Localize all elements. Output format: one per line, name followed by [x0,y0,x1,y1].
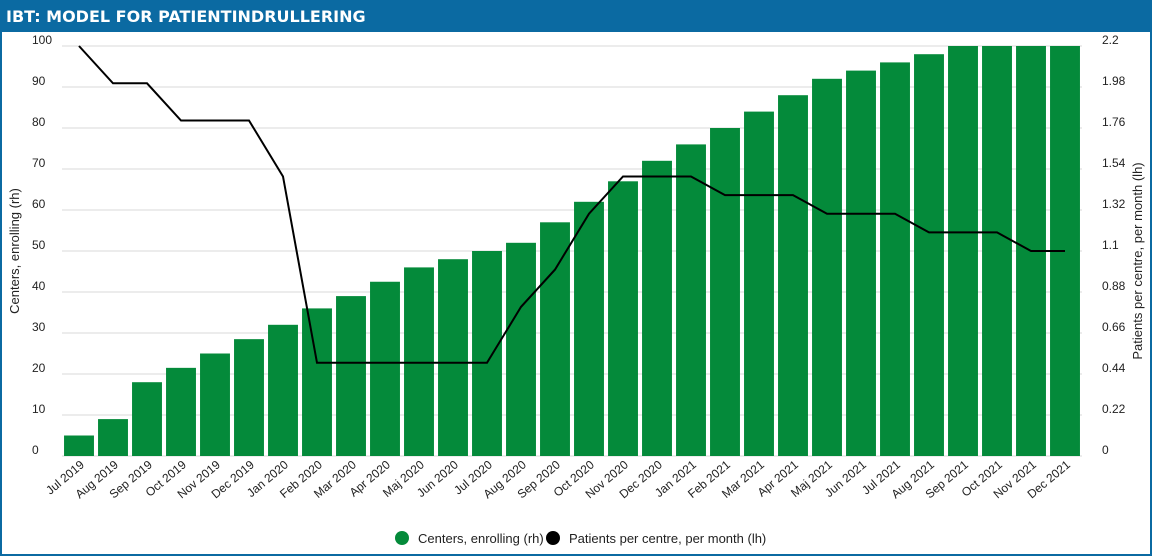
bar [846,70,876,456]
y-tick-right: 2.2 [1102,33,1119,47]
bar [336,296,366,456]
bar [608,181,638,457]
y-tick-left: 30 [32,320,46,334]
series-line [78,45,1065,364]
bar [200,353,230,456]
y-tick-left: 60 [32,197,46,211]
y-tick-right: 1.54 [1102,156,1126,170]
y-tick-right: 1.32 [1102,197,1126,211]
bar [472,251,502,456]
bar [982,46,1012,456]
y-tick-left: 20 [32,361,46,375]
y-tick-right: 0.22 [1102,402,1126,416]
legend-label-line: Patients per centre, per month (lh) [569,531,766,546]
bar [234,339,264,456]
y-tick-right: 0.66 [1102,320,1126,334]
bar [880,62,910,457]
y-tick-right: 0.44 [1102,361,1126,375]
bar [268,324,298,456]
y-tick-right: 1.1 [1102,238,1119,252]
y-tick-left: 70 [32,156,46,170]
y-tick-left: 40 [32,279,46,293]
legend-label-bars: Centers, enrolling (rh) [418,531,544,546]
bar [676,144,706,456]
y-tick-left: 10 [32,402,46,416]
bar [506,242,536,456]
bar [404,267,434,456]
y-axis-title-left: Centers, enrolling (rh) [7,188,22,314]
bar [370,281,400,456]
bar [98,419,128,456]
bar [642,160,672,457]
bar [914,54,944,456]
y-tick-left: 100 [32,33,52,47]
bar [948,46,978,456]
bar [302,308,332,456]
bar [710,128,740,456]
bar [132,382,162,456]
bar [166,367,196,456]
y-tick-right: 1.76 [1102,115,1126,129]
bar [574,201,604,456]
chart-title: IBT: MODEL FOR PATIENTINDRULLERING [6,7,366,26]
y-tick-left: 80 [32,115,46,129]
bar [778,95,808,456]
bar [540,222,570,456]
bar [64,435,94,456]
y-axis-title-right: Patients per centre, per month (lh) [1130,162,1145,359]
legend-swatch-line [546,531,560,545]
y-tick-left: 0 [32,443,39,457]
chart-header: IBT: MODEL FOR PATIENTINDRULLERING [2,2,1150,32]
y-tick-left: 90 [32,74,46,88]
bar [744,111,774,456]
y-tick-right: 0 [1102,443,1109,457]
y-tick-left: 50 [32,238,46,252]
bar [438,259,468,456]
y-tick-right: 0.88 [1102,279,1126,293]
legend-swatch-bars [395,531,409,545]
bar [812,78,842,457]
y-tick-right: 1.98 [1102,74,1126,88]
